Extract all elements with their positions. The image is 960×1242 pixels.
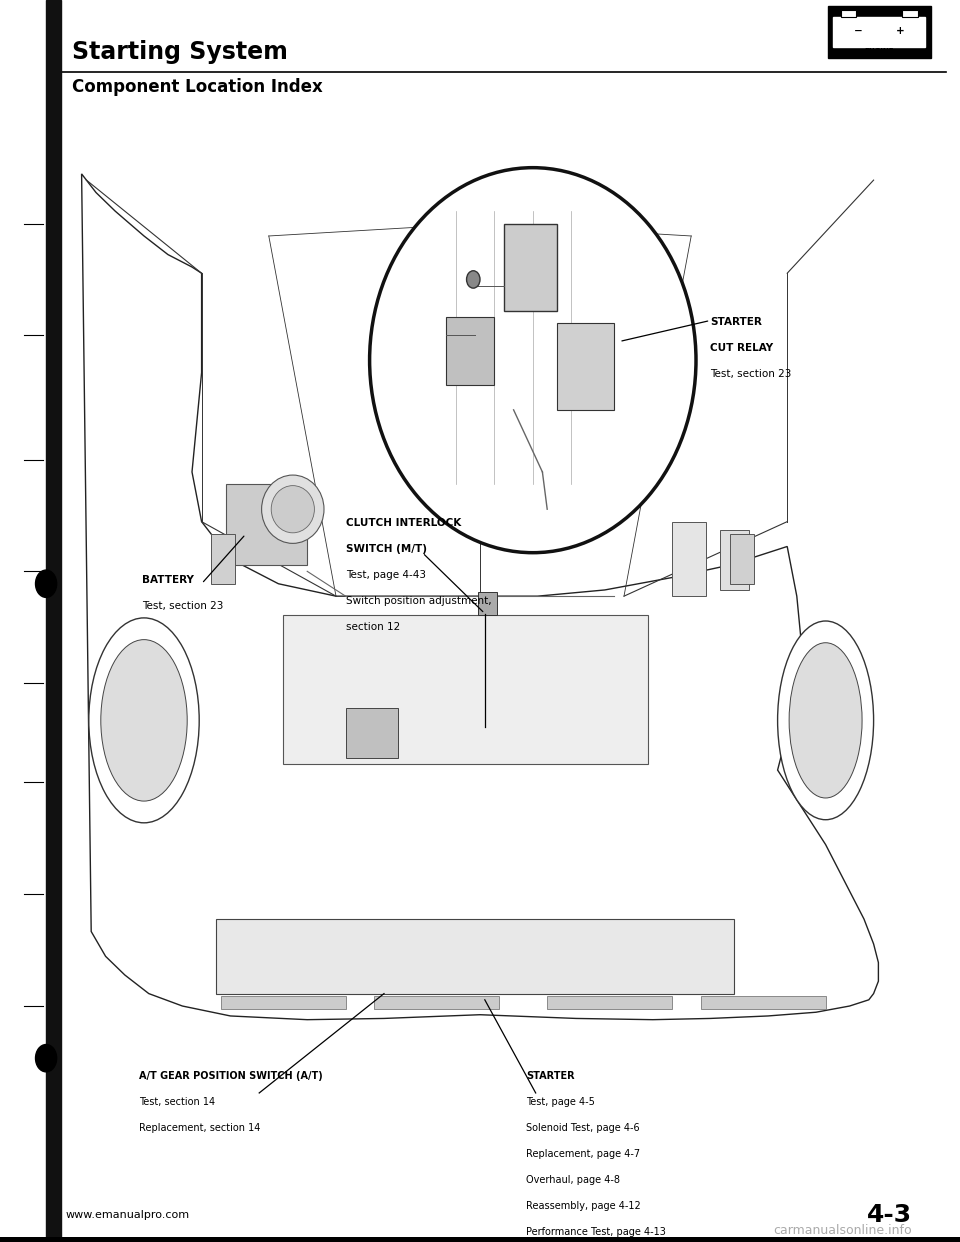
Text: section 12: section 12 [346,622,400,632]
Bar [46,0,61,1242]
Text: Component Location Index: Component Location Index [72,78,323,96]
Circle shape [36,570,57,597]
Circle shape [467,271,480,288]
Bar [902,10,918,17]
Ellipse shape [101,640,187,801]
Polygon shape [82,174,878,1020]
Bar [446,317,494,385]
Bar [720,530,749,590]
Bar [557,323,614,410]
Text: Test, page 4-5: Test, page 4-5 [526,1097,595,1107]
Text: Overhaul, page 4-8: Overhaul, page 4-8 [526,1175,620,1185]
Ellipse shape [261,476,324,544]
Ellipse shape [370,168,696,553]
Ellipse shape [88,617,200,823]
Bar [346,708,398,758]
Bar [226,484,307,565]
Text: Solenoid Test, page 4-6: Solenoid Test, page 4-6 [526,1123,639,1133]
Bar [672,522,706,596]
Text: STARTER: STARTER [710,317,762,327]
Text: Test, section 14: Test, section 14 [139,1097,215,1107]
Text: Test, page 4-43: Test, page 4-43 [346,570,425,580]
Text: STARTER: STARTER [526,1071,575,1081]
Bar [504,224,557,310]
Circle shape [36,1045,57,1072]
Bar [730,534,754,584]
Bar [374,996,499,1009]
Text: www.emanualpro.com: www.emanualpro.com [65,1210,189,1220]
Ellipse shape [778,621,874,820]
Bar [0,1237,960,1242]
Text: SWITCH (M/T): SWITCH (M/T) [346,544,426,554]
Bar [478,592,497,615]
Bar [547,996,672,1009]
Text: Performance Test, page 4-13: Performance Test, page 4-13 [526,1227,666,1237]
Text: Reassembly, page 4-12: Reassembly, page 4-12 [526,1201,641,1211]
Text: +: + [896,26,904,36]
Text: Starting System: Starting System [72,40,288,65]
Text: Switch position adjustment,: Switch position adjustment, [346,596,492,606]
Text: Test, section 23: Test, section 23 [710,369,792,379]
Ellipse shape [789,643,862,799]
Bar [701,996,826,1009]
Bar [211,534,235,584]
Text: BATTERY: BATTERY [142,575,194,585]
Text: CLUTCH INTERLOCK: CLUTCH INTERLOCK [346,518,461,528]
Text: carmanualsonline.info: carmanualsonline.info [774,1225,912,1237]
Text: 4-3: 4-3 [867,1202,912,1227]
Ellipse shape [271,486,315,533]
Text: A/T GEAR POSITION SWITCH (A/T): A/T GEAR POSITION SWITCH (A/T) [139,1071,323,1081]
Text: CUT RELAY: CUT RELAY [710,343,774,353]
Bar [841,10,856,17]
Text: Replacement, section 14: Replacement, section 14 [139,1123,260,1133]
Bar [283,615,648,764]
Text: Replacement, page 4-7: Replacement, page 4-7 [526,1149,640,1159]
Bar [221,996,346,1009]
Text: Test, section 23: Test, section 23 [142,601,224,611]
Text: −: − [854,26,863,36]
Bar [828,6,931,58]
Bar [216,919,734,994]
Text: ENGINE: ENGINE [865,48,894,55]
Bar [833,17,925,47]
